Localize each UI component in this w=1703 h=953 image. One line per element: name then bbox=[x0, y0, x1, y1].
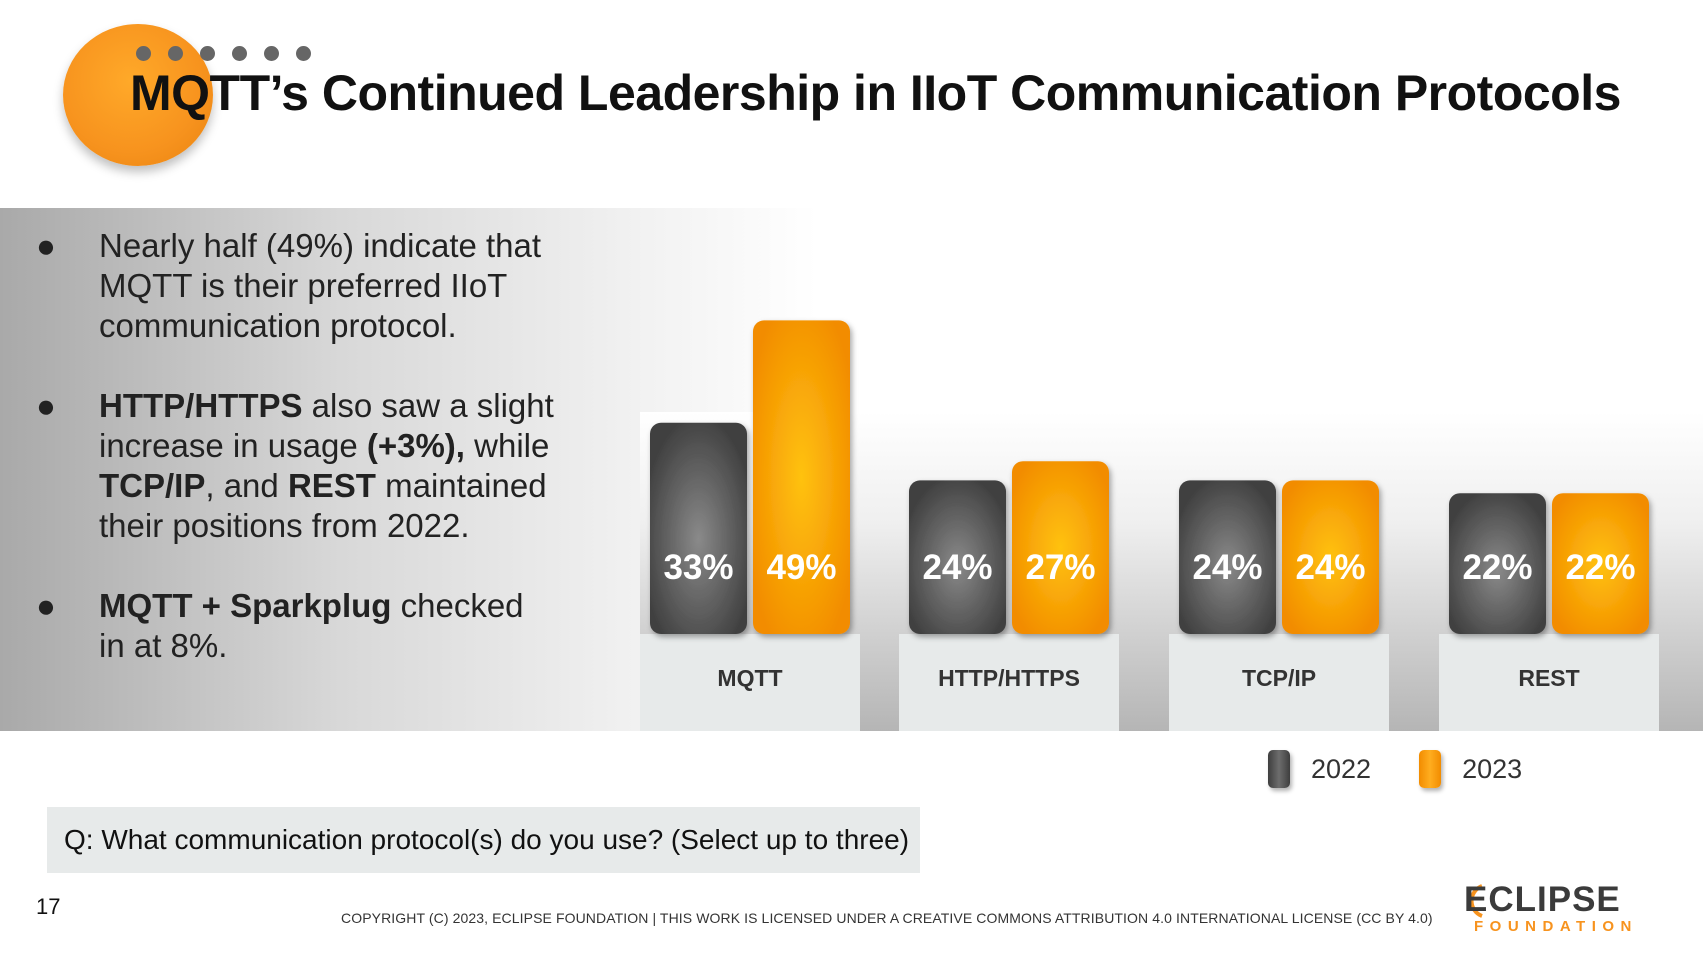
bar-value-label: 27% bbox=[1025, 548, 1095, 587]
bar-2023-TCP/IP bbox=[1282, 480, 1379, 634]
bullet-text-bold: MQTT + Sparkplug bbox=[99, 587, 392, 624]
bullet-mark: ● bbox=[36, 587, 56, 624]
dot bbox=[264, 46, 279, 61]
category-label: HTTP/HTTPS bbox=[938, 665, 1080, 691]
logo-wordmark: ECLIPSE bbox=[1464, 880, 1621, 919]
eclipse-arc-icon bbox=[1469, 884, 1483, 918]
dot bbox=[136, 46, 151, 61]
bullet-text-bold: REST bbox=[287, 467, 376, 504]
page-title: MQTT’s Continued Leadership in IIoT Comm… bbox=[130, 65, 1621, 121]
eclipse-foundation-logo: ECLIPSE FOUNDATION bbox=[1460, 880, 1631, 940]
category-label: MQTT bbox=[717, 665, 782, 691]
bullet-text: maintained their positions from 2022. bbox=[99, 467, 547, 544]
bullet-item: ● HTTP/HTTPS also saw a slight increase i… bbox=[36, 386, 556, 546]
logo-subtitle: FOUNDATION bbox=[1474, 918, 1638, 935]
bullet-text: also saw a slight increase in usage bbox=[99, 387, 554, 464]
survey-question: Q: What communication protocol(s) do you… bbox=[47, 807, 920, 873]
category-label-background bbox=[899, 634, 1119, 731]
bar-2023-MQTT bbox=[753, 320, 850, 634]
legend-swatch-2023 bbox=[1419, 750, 1442, 788]
dot bbox=[200, 46, 215, 61]
bar-2022-TCP/IP bbox=[1179, 480, 1276, 634]
chart-legend: 2022 2023 bbox=[1268, 750, 1570, 788]
copyright-notice: COPYRIGHT (C) 2023, ECLIPSE FOUNDATION |… bbox=[341, 910, 1433, 926]
bar-value-label: 22% bbox=[1565, 548, 1635, 587]
bar-value-label: 24% bbox=[1295, 548, 1365, 587]
category-label-background bbox=[640, 634, 860, 731]
bar-value-label: 22% bbox=[1462, 548, 1532, 587]
bar-2023-HTTP/HTTPS bbox=[1012, 461, 1109, 634]
bullet-text: , and bbox=[205, 467, 288, 504]
legend-item-2022: 2022 bbox=[1268, 750, 1371, 788]
bullet-item: ● MQTT + Sparkplug checked in at 8%. bbox=[36, 586, 556, 666]
bullet-text: checked in at 8%. bbox=[99, 587, 524, 664]
legend-label-2023: 2023 bbox=[1462, 753, 1523, 784]
bullet-item: ● Nearly half (49%) indicate that MQTT is… bbox=[36, 226, 556, 346]
bar-2022-REST bbox=[1449, 493, 1546, 634]
bar-value-label: 49% bbox=[766, 548, 836, 587]
legend-item-2023: 2023 bbox=[1419, 750, 1522, 788]
page-number: 17 bbox=[36, 894, 61, 919]
bullet-text-bold: (+3%), bbox=[366, 427, 465, 464]
category-label: REST bbox=[1518, 665, 1579, 691]
category-label-background bbox=[1169, 634, 1389, 731]
category-label: TCP/IP bbox=[1242, 665, 1316, 691]
dot bbox=[168, 46, 183, 61]
bullet-mark: ● bbox=[36, 387, 56, 424]
bar-value-label: 33% bbox=[663, 548, 733, 587]
bar-value-label: 24% bbox=[1192, 548, 1262, 587]
dots-decoration bbox=[136, 46, 311, 61]
bullet-mark: ● bbox=[36, 227, 56, 264]
bullet-text-bold: TCP/IP bbox=[99, 467, 206, 504]
bullet-list: ● Nearly half (49%) indicate that MQTT is… bbox=[36, 226, 556, 706]
dot bbox=[232, 46, 247, 61]
bar-2022-HTTP/HTTPS bbox=[909, 480, 1006, 634]
bullet-text: Nearly half (49%) indicate that MQTT is … bbox=[99, 227, 542, 344]
bar-value-label: 24% bbox=[922, 548, 992, 587]
dot bbox=[296, 46, 311, 61]
legend-swatch-2022 bbox=[1268, 750, 1290, 788]
bullet-text-bold: HTTP/HTTPS bbox=[99, 387, 303, 424]
legend-label-2022: 2022 bbox=[1311, 753, 1372, 784]
bar-2023-REST bbox=[1552, 493, 1649, 634]
bar-2022-MQTT bbox=[650, 422, 747, 634]
bullet-text: while bbox=[464, 427, 550, 464]
category-label-background bbox=[1439, 634, 1659, 731]
